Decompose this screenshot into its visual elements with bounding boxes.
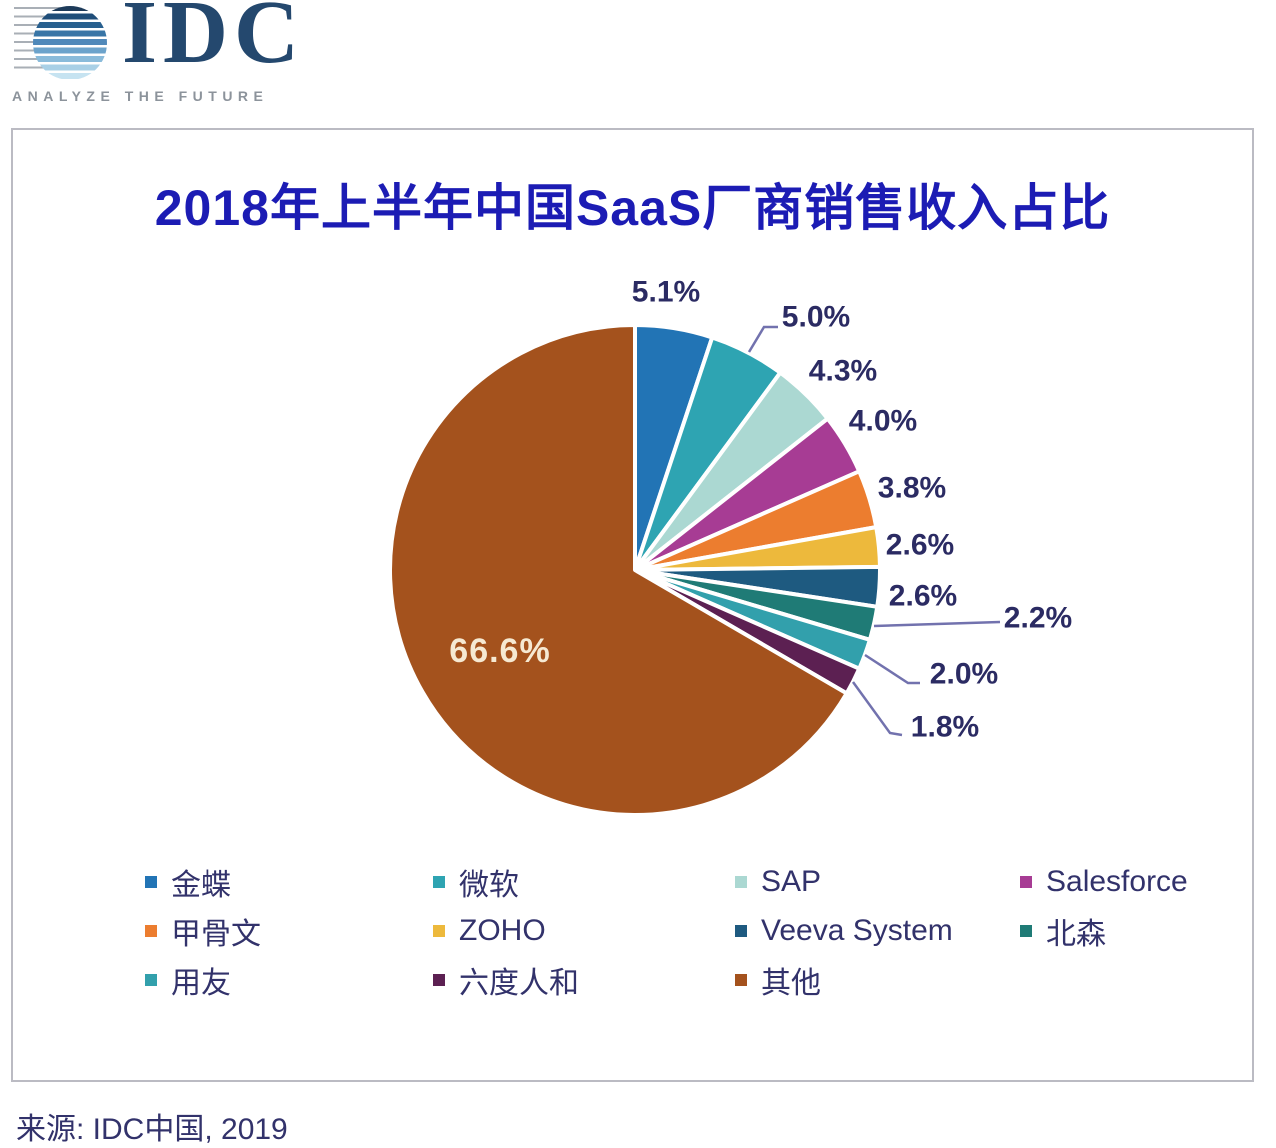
legend-marker: [145, 925, 157, 937]
source-note: 来源: IDC中国, 2019: [16, 1113, 288, 1146]
legend-marker: [1020, 876, 1032, 888]
legend-marker: [433, 974, 445, 986]
legend-item-label: 六度人和: [459, 967, 579, 1000]
globe-stripes: [33, 6, 107, 79]
legend-item-7: Veeva System: [735, 914, 1020, 948]
legend-item-label: ZOHO: [459, 914, 546, 947]
legend-item-label: 金蝶: [171, 869, 231, 902]
legend-item-label: 其他: [761, 967, 821, 1000]
chart-title: 2018年上半年中国SaaS厂商销售收入占比: [154, 180, 1111, 236]
legend-item-label: 北森: [1046, 918, 1106, 951]
legend-item-2: 微软: [433, 865, 735, 902]
chart-legend: 金蝶 微软 SAP Salesforce 甲骨文 ZOHO Veeva System 北森用友…: [145, 865, 1188, 1000]
idc-globe-icon: [14, 6, 107, 79]
legend-item-9: 用友: [145, 963, 433, 1000]
legend-item-11: 其他: [735, 963, 1020, 1000]
legend-marker: [735, 974, 747, 986]
legend-item-6: ZOHO: [433, 914, 735, 948]
legend-marker: [433, 925, 445, 937]
legend-item-label: 用友: [171, 967, 231, 1000]
legend-item-3: SAP: [735, 865, 1020, 899]
legend-marker: [145, 974, 157, 986]
chart-card: 2018年上半年中国SaaS厂商销售收入占比 金蝶 微软 SAP Salesforce…: [11, 128, 1254, 1082]
legend-item-4: Salesforce: [1020, 865, 1188, 899]
brand-tagline: ANALYZE THE FUTURE: [12, 88, 269, 104]
legend-item-label: SAP: [761, 865, 822, 898]
brand-name: IDC: [122, 0, 306, 82]
legend-item-10: 六度人和: [433, 963, 735, 1000]
legend-marker: [145, 876, 157, 888]
legend-marker: [735, 876, 747, 888]
legend-item-label: Veeva System: [761, 914, 953, 947]
legend-item-1: 金蝶: [145, 865, 433, 902]
legend-item-label: 甲骨文: [171, 918, 261, 951]
legend-item-label: Salesforce: [1046, 865, 1188, 898]
legend-marker: [735, 925, 747, 937]
legend-marker: [1020, 925, 1032, 937]
legend-item-label: 微软: [459, 869, 519, 902]
legend-item-8: 北森: [1020, 914, 1188, 951]
legend-marker: [433, 876, 445, 888]
idc-logo: IDC ANALYZE THE FUTURE: [0, 0, 320, 110]
legend-item-5: 甲骨文: [145, 914, 433, 951]
